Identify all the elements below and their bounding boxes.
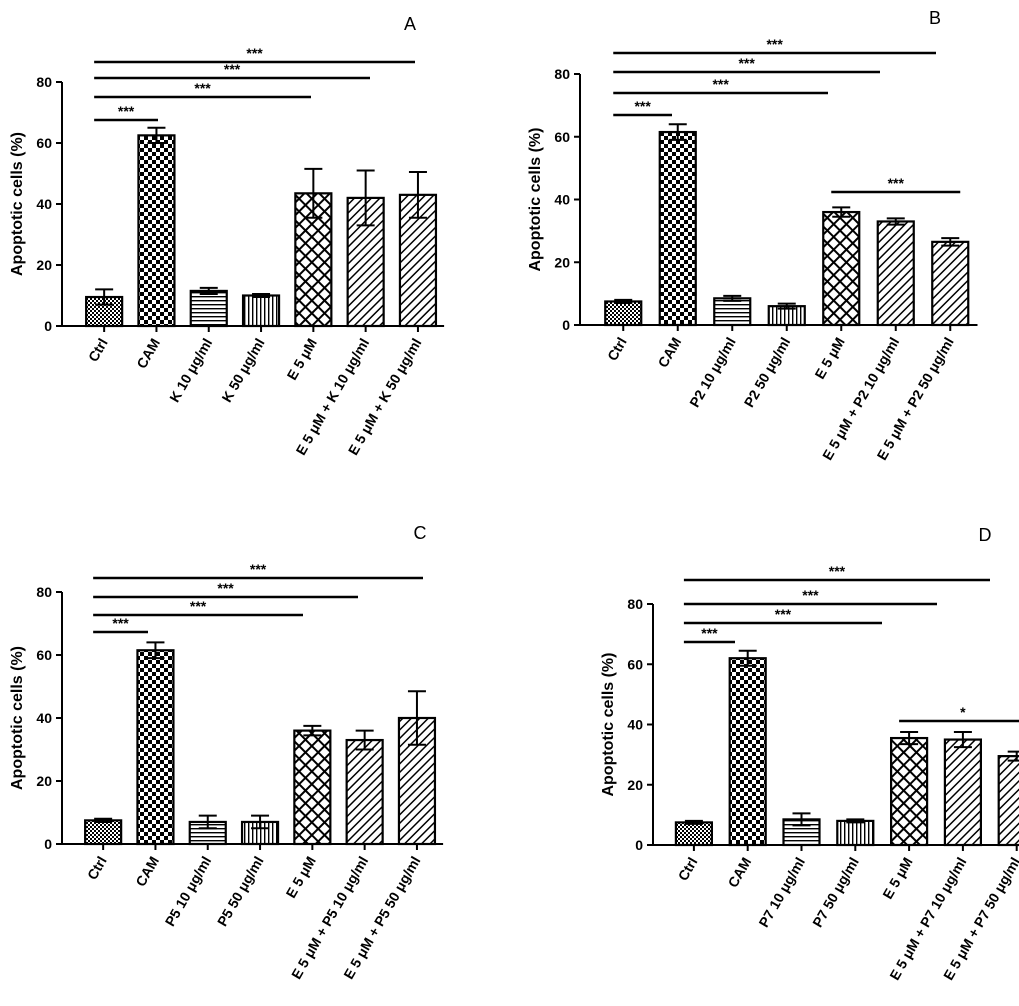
significance-label: *** — [802, 587, 819, 603]
bar — [997, 755, 1019, 847]
bar — [241, 294, 281, 328]
significance-label: *** — [246, 45, 263, 61]
y-tick-label: 80 — [36, 74, 52, 90]
bar — [84, 819, 123, 846]
bar — [293, 729, 332, 846]
y-tick-label: 60 — [36, 647, 52, 663]
y-tick-label: 20 — [36, 773, 52, 789]
y-tick-label: 40 — [36, 196, 52, 212]
bar — [658, 130, 697, 327]
significance-label: *** — [738, 55, 755, 71]
category-label: E 5 μM — [284, 336, 320, 383]
significance-label: *** — [775, 606, 792, 622]
significance-label: *** — [766, 36, 783, 52]
y-tick-label: 20 — [554, 254, 570, 270]
category-label: K 50 μg/ml — [218, 336, 267, 405]
y-tick-label: 40 — [627, 717, 643, 733]
y-tick-label: 80 — [554, 66, 570, 82]
bar — [604, 300, 643, 327]
bar — [943, 738, 983, 847]
panel-D: 0 20 40 60 80 Apoptotic cells (%) D Ctrl CAM P7 1… — [600, 525, 1019, 983]
y-tick-label: 60 — [36, 135, 52, 151]
significance-label: *** — [250, 561, 267, 577]
category-label: K 10 μg/ml — [166, 336, 215, 405]
category-label: P2 10 μg/ml — [686, 335, 739, 410]
panel-letter: A — [404, 14, 416, 34]
category-label: P2 50 μg/ml — [741, 335, 794, 410]
significance-label: *** — [118, 103, 135, 119]
y-tick-label: 40 — [36, 710, 52, 726]
bar — [876, 220, 915, 327]
category-label: Ctrl — [604, 335, 630, 364]
y-axis-label: Apoptotic cells (%) — [9, 646, 26, 790]
y-tick-label: 0 — [562, 317, 570, 333]
y-tick-label: 60 — [627, 656, 643, 672]
y-tick-label: 0 — [44, 836, 52, 852]
y-tick-label: 80 — [627, 596, 643, 612]
y-tick-label: 0 — [44, 318, 52, 334]
category-label: P5 10 μg/ml — [162, 854, 215, 929]
y-tick-label: 80 — [36, 584, 52, 600]
bar — [822, 210, 861, 327]
significance-label: *** — [634, 98, 651, 114]
y-tick-label: 20 — [627, 777, 643, 793]
y-axis-label: Apoptotic cells (%) — [600, 652, 617, 796]
category-label: Ctrl — [675, 855, 701, 884]
panel-letter: C — [414, 523, 427, 543]
category-label: CAM — [655, 335, 685, 371]
significance-label: *** — [194, 80, 211, 96]
category-label: Ctrl — [84, 854, 110, 883]
significance-label: *** — [217, 580, 234, 596]
category-label: P5 50 μg/ml — [214, 854, 267, 929]
panel-C: 0 20 40 60 80 Apoptotic cells (%) C Ctrl CAM P5 1… — [9, 523, 444, 982]
bar — [728, 657, 767, 847]
significance-label: *** — [190, 598, 207, 614]
bar — [137, 134, 176, 328]
category-label: P7 50 μg/ml — [809, 855, 862, 930]
category-label: CAM — [724, 855, 754, 891]
panel-letter: B — [929, 8, 941, 28]
bar — [836, 819, 875, 847]
significance-label: *** — [888, 175, 905, 191]
panel-A: 0 20 40 60 80 Apoptotic cells (%) A Ctrl CAM K 10… — [9, 14, 445, 458]
significance-label: * — [960, 704, 966, 720]
panel-B: 0 20 40 60 80 Apoptotic cells (%) B Ctrl CAM P2 1… — [527, 8, 978, 463]
significance-label: *** — [224, 61, 241, 77]
category-label: CAM — [133, 336, 163, 372]
significance-label: *** — [829, 563, 846, 579]
bar — [189, 289, 228, 328]
category-label: Ctrl — [85, 336, 111, 365]
category-label: CAM — [132, 854, 162, 890]
category-label: P7 10 μg/ml — [755, 855, 808, 930]
y-tick-label: 20 — [36, 257, 52, 273]
y-tick-label: 40 — [554, 192, 570, 208]
bar — [345, 738, 384, 846]
y-tick-label: 0 — [635, 837, 643, 853]
bar — [931, 240, 970, 327]
bar — [674, 821, 714, 847]
bar — [889, 736, 929, 847]
category-label: E 5 μM — [283, 854, 319, 901]
significance-label: *** — [701, 625, 718, 641]
category-label: E 5 μM — [811, 335, 847, 382]
bar — [713, 297, 752, 327]
y-axis-label: Apoptotic cells (%) — [527, 127, 544, 271]
y-axis-label: Apoptotic cells (%) — [9, 132, 26, 276]
y-tick-label: 60 — [554, 129, 570, 145]
category-label: E 5 μM — [879, 855, 915, 902]
bar — [136, 649, 175, 846]
panel-letter: D — [979, 525, 992, 545]
significance-label: *** — [712, 76, 729, 92]
significance-label: *** — [112, 615, 129, 631]
